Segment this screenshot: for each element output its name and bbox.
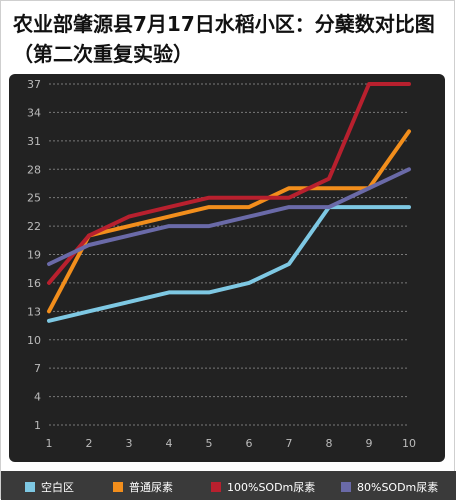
y-tick-label: 34 bbox=[27, 106, 41, 119]
y-tick-label: 1 bbox=[34, 419, 41, 432]
legend-swatch bbox=[211, 482, 221, 492]
y-tick-label: 37 bbox=[27, 78, 41, 91]
x-tick-label: 1 bbox=[46, 437, 53, 450]
legend-swatch bbox=[341, 482, 351, 492]
legend-item: 100%SODm尿素 bbox=[211, 479, 315, 495]
y-tick-label: 31 bbox=[27, 135, 41, 148]
y-tick-label: 19 bbox=[27, 249, 41, 262]
y-tick-label: 16 bbox=[27, 277, 41, 290]
series-line-4 bbox=[47, 167, 411, 266]
x-tick-label: 8 bbox=[326, 437, 333, 450]
y-tick-label: 28 bbox=[27, 163, 41, 176]
legend-item: 80%SODm尿素 bbox=[341, 479, 438, 495]
legend-label: 80%SODm尿素 bbox=[357, 481, 439, 494]
y-tick-label: 10 bbox=[27, 334, 41, 347]
y-tick-label: 25 bbox=[27, 192, 41, 205]
y-tick-label: 22 bbox=[27, 220, 41, 233]
legend-label: 100%SODm尿素 bbox=[227, 481, 316, 494]
x-tick-label: 3 bbox=[126, 437, 133, 450]
legend: 空白区 普通尿素 100%SODm尿素 80%SODm尿素 bbox=[1, 471, 456, 500]
legend-label: 空白区 bbox=[41, 481, 74, 494]
legend-label: 普通尿素 bbox=[129, 481, 173, 494]
x-tick-label: 4 bbox=[166, 437, 173, 450]
chart-title: 农业部肇源县7月17日水稻小区：分蘖数对比图（第二次重复实验） bbox=[13, 12, 435, 66]
x-tick-label: 10 bbox=[402, 437, 416, 450]
series-line-1 bbox=[47, 205, 411, 323]
y-tick-label: 13 bbox=[27, 305, 41, 318]
y-tick-label: 4 bbox=[34, 391, 41, 404]
legend-item: 空白区 bbox=[25, 479, 74, 495]
legend-swatch bbox=[113, 482, 123, 492]
x-tick-label: 9 bbox=[366, 437, 373, 450]
legend-swatch bbox=[25, 482, 35, 492]
legend-item: 普通尿素 bbox=[113, 479, 173, 495]
x-tick-label: 7 bbox=[286, 437, 293, 450]
plot-panel: 1 4 7 10 13 16 19 22 25 28 31 34 37 1 2 3 4 5 6 7 8 9 10 bbox=[9, 74, 445, 462]
series-line-3 bbox=[47, 82, 411, 285]
y-tick-label: 7 bbox=[34, 362, 41, 375]
series-line-2 bbox=[47, 129, 411, 314]
x-tick-label: 2 bbox=[86, 437, 93, 450]
x-tick-label: 6 bbox=[246, 437, 253, 450]
x-tick-label: 5 bbox=[206, 437, 213, 450]
